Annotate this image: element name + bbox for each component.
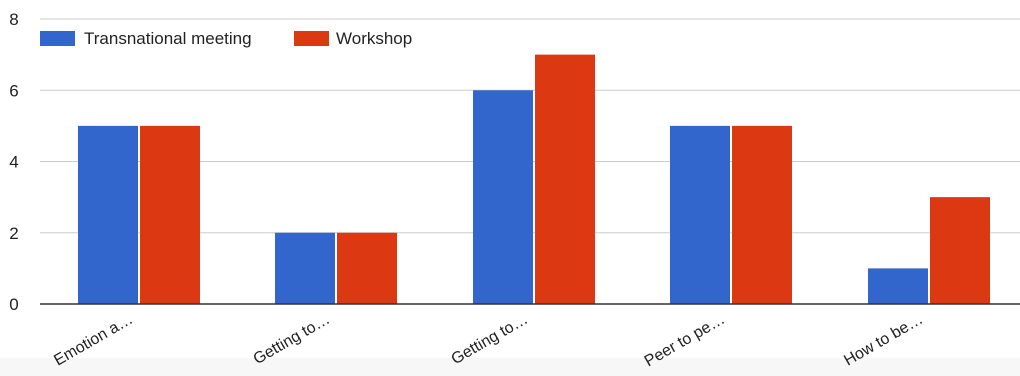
legend-swatch: [40, 31, 75, 46]
bar[interactable]: [868, 268, 928, 304]
legend-swatch: [294, 31, 329, 46]
bar[interactable]: [337, 232, 397, 304]
x-tick-label: Emotion a…: [51, 311, 136, 370]
y-tick-label: 8: [9, 10, 18, 29]
y-tick-label: 4: [9, 153, 18, 172]
y-tick-label: 2: [9, 224, 18, 243]
bar[interactable]: [140, 125, 200, 304]
x-tick-label: Getting to…: [449, 311, 531, 368]
legend-label: Transnational meeting: [84, 29, 252, 48]
bar[interactable]: [473, 90, 533, 304]
legend-label: Workshop: [336, 29, 412, 48]
x-tick-label: Peer to pe…: [642, 311, 728, 371]
bar[interactable]: [670, 125, 730, 304]
y-tick-label: 6: [9, 81, 18, 100]
bar[interactable]: [732, 125, 792, 304]
y-tick-label: 0: [9, 295, 18, 314]
bar[interactable]: [78, 125, 138, 304]
bar[interactable]: [275, 232, 335, 304]
bar[interactable]: [930, 197, 990, 304]
bar[interactable]: [535, 54, 595, 304]
x-tick-label: Getting to…: [251, 311, 333, 368]
bottom-band: [0, 358, 1020, 376]
x-tick-label: How to be…: [841, 311, 926, 370]
